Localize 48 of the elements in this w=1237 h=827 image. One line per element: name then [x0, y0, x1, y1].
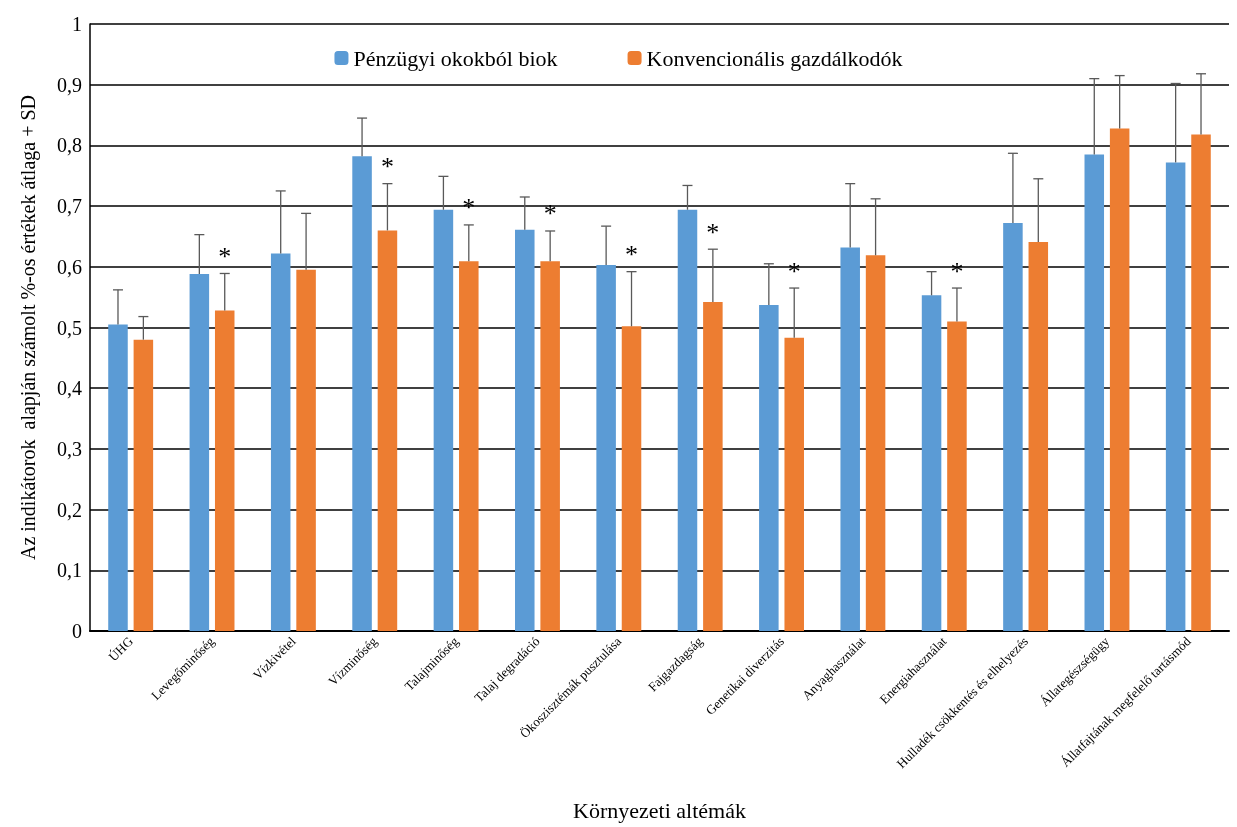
bar — [621, 326, 642, 631]
bar — [1191, 134, 1211, 631]
y-tick-label: 0,6 — [57, 255, 82, 278]
bar — [515, 229, 535, 631]
y-tick-label: 0 — [72, 620, 82, 642]
bar — [108, 324, 128, 631]
bar — [214, 310, 235, 631]
legend-label: Konvencionális gazdálkodók — [646, 45, 903, 71]
y-tick-label: 0,9 — [57, 73, 82, 96]
bar — [840, 247, 860, 631]
data-label: * — [706, 217, 720, 247]
bar — [296, 269, 316, 631]
data-label: * — [380, 152, 394, 182]
y-axis-title: Az indikátorok alapján számolt %-os értékek átlaga + SD — [17, 94, 40, 561]
bar — [1165, 162, 1186, 631]
y-tick-label: 1 — [72, 13, 82, 35]
bar — [865, 255, 886, 631]
bar — [433, 209, 454, 631]
bar — [784, 337, 804, 631]
data-label: * — [543, 199, 557, 229]
bar — [947, 321, 967, 631]
bar — [703, 302, 723, 631]
y-tick-label: 0,4 — [57, 377, 82, 400]
data-label: * — [625, 240, 639, 270]
y-tick-label: 0,3 — [57, 437, 82, 460]
data-label: * — [218, 241, 232, 271]
legend-label: Pénzügyi okokból biok — [353, 45, 558, 71]
bar — [352, 156, 372, 631]
bar — [1003, 223, 1023, 631]
bar — [921, 295, 942, 631]
y-tick-label: 0,8 — [57, 134, 82, 157]
bar — [270, 253, 291, 631]
bar — [677, 209, 698, 631]
bar — [1084, 154, 1105, 631]
bar — [133, 339, 154, 631]
y-tick-label: 0,1 — [57, 559, 82, 582]
y-tick-label: 0,2 — [57, 498, 82, 521]
bar — [540, 261, 560, 631]
bar — [1028, 241, 1049, 631]
bar — [459, 261, 479, 631]
bar — [596, 264, 616, 631]
y-tick-label: 0,7 — [57, 195, 82, 218]
bar — [377, 230, 398, 631]
bar — [759, 305, 779, 631]
bar — [189, 274, 210, 631]
y-tick-label: 0,5 — [57, 316, 82, 339]
bar — [1109, 128, 1130, 631]
x-axis-title: Környezeti altémák — [573, 797, 746, 823]
